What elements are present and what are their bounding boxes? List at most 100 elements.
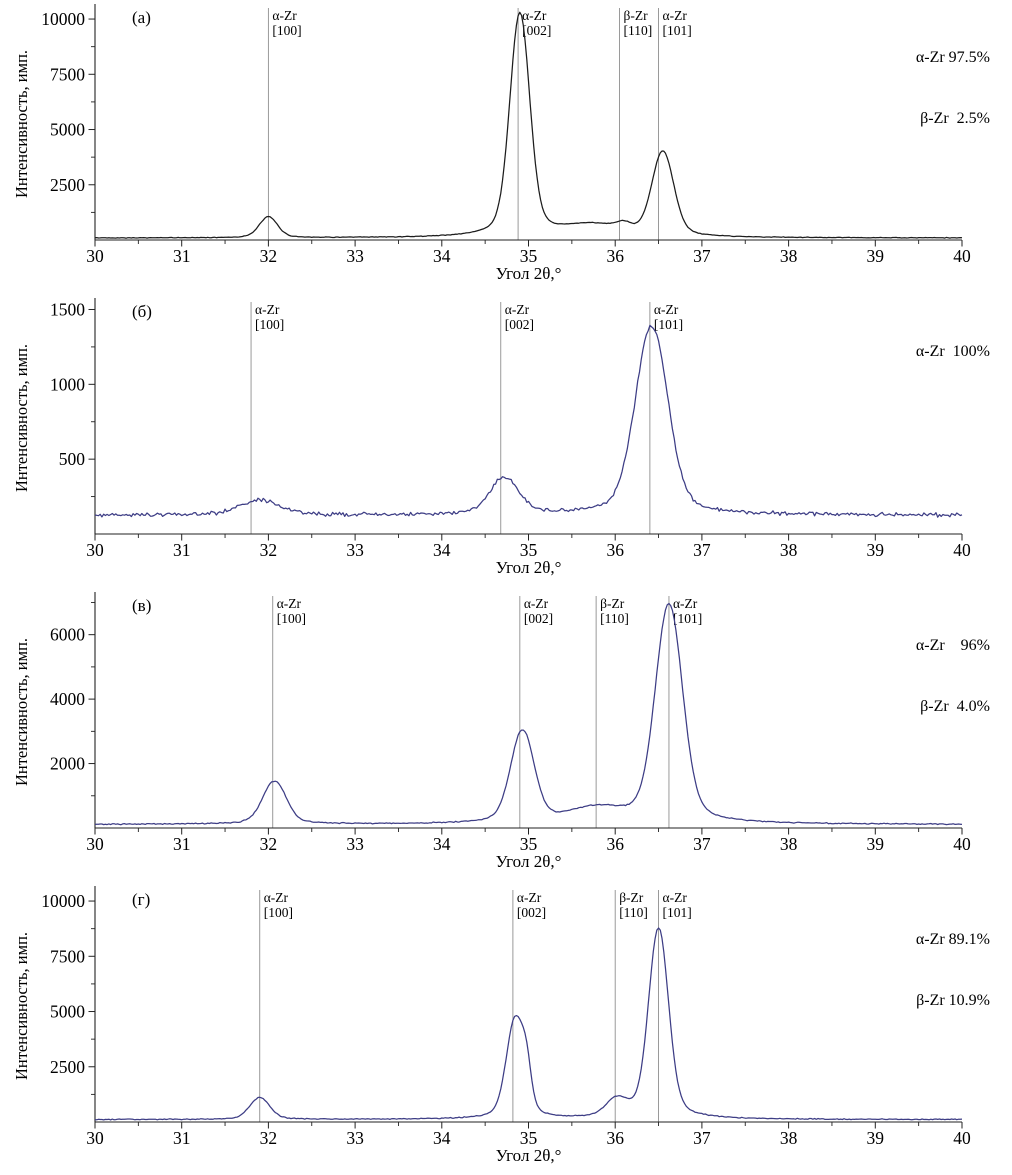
x-axis-label: Угол 2θ,° — [495, 1146, 562, 1165]
peak-annotation: α-Zr [002] — [517, 890, 546, 920]
x-tick-label: 33 — [346, 540, 364, 560]
diffraction-curve — [94, 602, 963, 826]
x-tick-label: 35 — [520, 834, 538, 854]
y-tick-label: 7500 — [50, 64, 85, 84]
peak-annotation: β-Zr [110] — [624, 8, 653, 38]
panel-label-g: (г) — [132, 890, 151, 909]
y-axis-label: Интенсивность, имп. — [12, 49, 31, 199]
peak-annotation: α-Zr [002] — [505, 302, 534, 332]
xrd-plot-v: α-Zr [100] α-Zr [002] β-Zr [110] α-Zr [101] 30 31… — [50, 592, 971, 854]
panel-label-a: (а) — [132, 8, 151, 27]
x-axis-label: Угол 2θ,° — [495, 264, 562, 283]
x-tick-label: 32 — [260, 540, 278, 560]
peak-annotation: α-Zr [101] — [654, 302, 683, 332]
x-tick-label: 36 — [606, 540, 624, 560]
phase-percentages: α-Zr 96% β-Zr 4.0% — [916, 595, 990, 759]
x-tick-label: 38 — [780, 246, 798, 266]
x-tick-label: 38 — [780, 1128, 798, 1148]
x-tick-label: 37 — [693, 540, 711, 560]
y-tick-label: 2000 — [50, 754, 85, 774]
x-tick-label: 40 — [953, 246, 971, 266]
xrd-plot-g: α-Zr [100] α-Zr [002] β-Zr [110] α-Zr [101] 30 31… — [41, 886, 971, 1148]
x-tick-label: 33 — [346, 834, 364, 854]
y-tick-label: 2500 — [50, 1057, 85, 1077]
x-tick-label: 36 — [606, 1128, 624, 1148]
peak-annotation: α-Zr [101] — [673, 596, 702, 626]
peak-annotation: α-Zr [100] — [264, 890, 293, 920]
x-tick-label: 39 — [867, 1128, 885, 1148]
x-tick-label: 36 — [606, 834, 624, 854]
x-tick-label: 39 — [867, 834, 885, 854]
x-tick-label: 30 — [86, 834, 104, 854]
y-tick-label: 4000 — [50, 689, 85, 709]
y-tick-label: 10000 — [41, 891, 85, 911]
x-tick-label: 34 — [433, 540, 451, 560]
x-tick-label: 40 — [953, 1128, 971, 1148]
phase-percentages: α-Zr 97.5% β-Zr 2.5% — [916, 7, 990, 171]
y-axis-label: Интенсивность, имп. — [12, 343, 31, 493]
peak-annotation: β-Zr [110] — [600, 596, 629, 626]
x-tick-label: 31 — [173, 540, 191, 560]
x-tick-label: 40 — [953, 540, 971, 560]
x-tick-label: 32 — [260, 1128, 278, 1148]
legend-line: α-Zr 96% — [915, 636, 990, 654]
x-tick-label: 32 — [260, 834, 278, 854]
x-tick-label: 33 — [346, 246, 364, 266]
diffraction-curve — [94, 11, 963, 239]
y-tick-label: 1000 — [50, 374, 85, 394]
x-tick-label: 30 — [86, 1128, 104, 1148]
x-tick-label: 38 — [780, 834, 798, 854]
phase-percentages: α-Zr 100% — [916, 301, 990, 444]
x-tick-label: 35 — [520, 540, 538, 560]
x-tick-label: 34 — [433, 246, 451, 266]
legend-line: β-Zr 2.5% — [920, 110, 990, 128]
x-tick-label: 31 — [173, 834, 191, 854]
peak-annotation: β-Zr [110] — [619, 890, 648, 920]
x-tick-label: 36 — [606, 246, 624, 266]
x-tick-label: 35 — [520, 1128, 538, 1148]
x-tick-label: 32 — [260, 246, 278, 266]
y-axis-label: Интенсивность, имп. — [12, 637, 31, 787]
y-tick-label: 5000 — [50, 120, 85, 140]
panel-label-v: (в) — [132, 596, 152, 615]
y-tick-label: 7500 — [50, 946, 85, 966]
x-tick-label: 38 — [780, 540, 798, 560]
phase-percentages: α-Zr 89.1% β-Zr 10.9% — [916, 889, 990, 1053]
legend-line: α-Zr 100% — [915, 342, 990, 360]
peak-annotation: α-Zr [100] — [272, 8, 301, 38]
y-tick-label: 500 — [59, 449, 86, 469]
y-tick-label: 1500 — [50, 299, 85, 319]
x-axis-label: Угол 2θ,° — [495, 852, 562, 871]
x-tick-label: 35 — [520, 246, 538, 266]
xrd-panel-b: α-Zr [100] α-Zr [002] α-Zr [101] 30 31 32 33 34 35 3… — [0, 294, 1012, 588]
xrd-plot-b: α-Zr [100] α-Zr [002] α-Zr [101] 30 31 32 33 34 35 3… — [50, 298, 971, 560]
peak-annotation: α-Zr [101] — [663, 8, 692, 38]
y-tick-label: 6000 — [50, 625, 85, 645]
x-tick-label: 33 — [346, 1128, 364, 1148]
x-tick-label: 34 — [433, 834, 451, 854]
y-tick-label: 2500 — [50, 175, 85, 195]
x-axis-label: Угол 2θ,° — [495, 558, 562, 577]
peak-annotation: α-Zr [100] — [255, 302, 284, 332]
legend-line: β-Zr 10.9% — [916, 992, 990, 1010]
y-tick-label: 10000 — [41, 9, 85, 29]
xrd-panel-v: α-Zr [100] α-Zr [002] β-Zr [110] α-Zr [101] 30 31… — [0, 588, 1012, 882]
peak-annotation: α-Zr [100] — [277, 596, 306, 626]
x-tick-label: 34 — [433, 1128, 451, 1148]
x-tick-label: 37 — [693, 1128, 711, 1148]
legend-line: β-Zr 4.0% — [920, 698, 990, 716]
xrd-panel-a: α-Zr [100] α-Zr [002] β-Zr [110] α-Zr [101] 30 31… — [0, 0, 1012, 294]
panel-label-b: (б) — [132, 302, 152, 321]
y-axis-label: Интенсивность, имп. — [12, 931, 31, 1081]
peak-annotation: α-Zr [002] — [522, 8, 551, 38]
x-tick-label: 31 — [173, 246, 191, 266]
peak-annotation: α-Zr [101] — [663, 890, 692, 920]
x-tick-label: 37 — [693, 834, 711, 854]
peak-annotation: α-Zr [002] — [524, 596, 553, 626]
x-tick-label: 30 — [86, 246, 104, 266]
diffraction-curve — [94, 324, 963, 518]
x-tick-label: 31 — [173, 1128, 191, 1148]
y-tick-label: 5000 — [50, 1002, 85, 1022]
diffraction-curve — [95, 927, 963, 1121]
